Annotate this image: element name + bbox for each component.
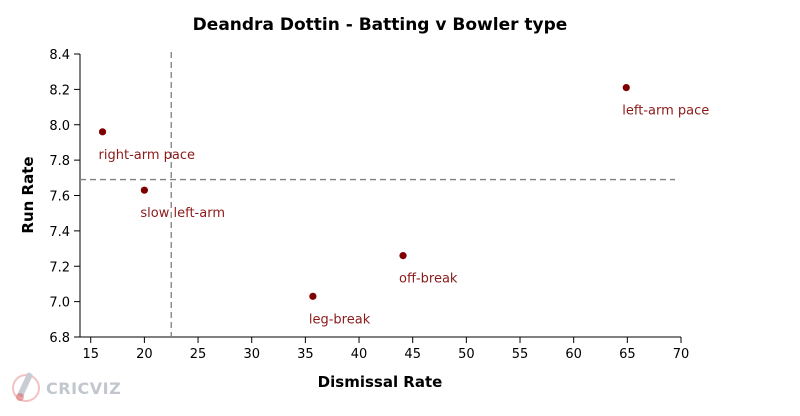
data-point-label: off-break [399,272,458,287]
data-point-label: leg-break [309,312,371,327]
x-tick-label: 35 [297,347,314,362]
x-tick-label: 50 [458,347,475,362]
reference-lines [80,52,675,337]
x-tick-label: 30 [243,347,260,362]
y-tick-label: 8.4 [49,48,70,63]
y-axis-title: Run Rate [19,156,37,233]
data-point [622,84,630,92]
data-points: right-arm pace slow left-arm leg-break off-… [98,84,709,327]
cricviz-logo: CRICVIZ [12,372,121,402]
y-tick-label: 8.2 [49,83,70,98]
x-tick-label: 15 [82,347,99,362]
x-tick-label: 45 [404,347,421,362]
x-tick-label: 20 [136,347,153,362]
data-point-label: slow left-arm [140,206,225,221]
y-tick-label: 7.6 [49,190,70,205]
x-tick-label: 40 [351,347,368,362]
y-tick-label: 7.4 [49,225,70,240]
data-point [98,128,107,136]
logo-text: CRICVIZ [46,379,121,398]
x-tick-label: 55 [512,347,529,362]
y-tick-label: 7.2 [49,260,70,275]
data-point-label: left-arm pace [622,104,709,119]
data-point [309,292,317,300]
cricket-bat-ball-icon [12,372,40,402]
y-tick-label: 6.8 [49,331,70,346]
data-point [399,252,407,260]
y-tick-label: 8.0 [49,119,70,134]
axes: 15 20 25 30 35 40 45 50 55 60 65 70 6.8 7.0 7.2 7.4 7.6 7… [49,48,689,362]
x-axis-title: Dismissal Rate [318,373,443,391]
x-tick-label: 25 [190,347,207,362]
x-tick-label: 60 [565,347,582,362]
x-tick-label: 70 [673,347,690,362]
data-point-label: right-arm pace [99,148,195,163]
chart-title: Deandra Dottin - Batting v Bowler type [193,15,568,35]
data-point [140,186,148,194]
y-tick-label: 7.0 [49,296,70,311]
y-tick-label: 7.8 [49,154,70,169]
x-tick-label: 65 [619,347,636,362]
